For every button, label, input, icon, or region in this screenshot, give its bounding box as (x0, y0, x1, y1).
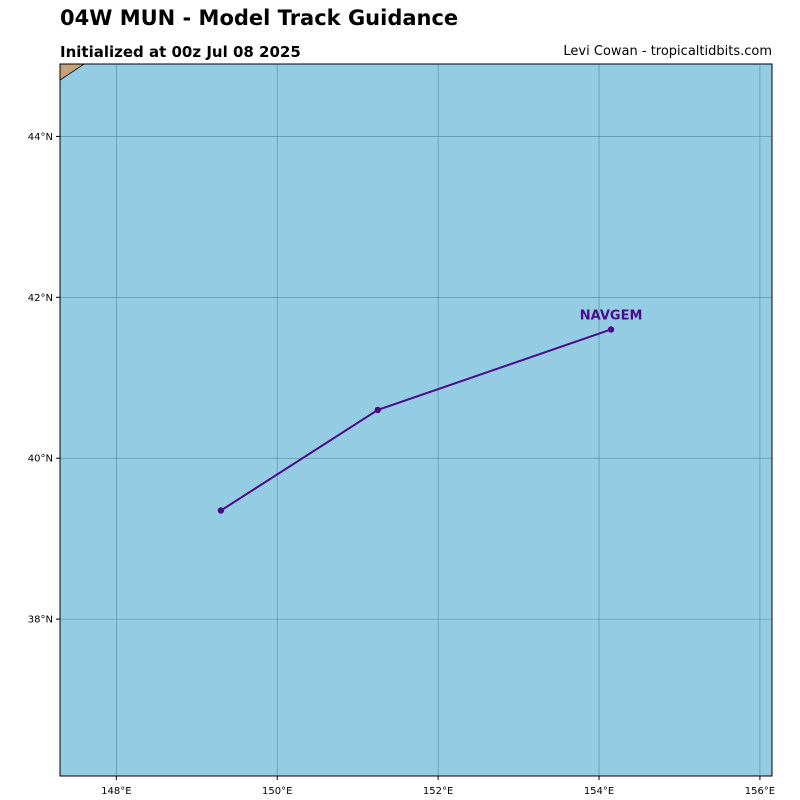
lat-tick-label: 38°N (28, 615, 53, 626)
lat-tick-label: 42°N (28, 293, 53, 304)
map-frame (59, 63, 773, 777)
chart-title: 04W MUN - Model Track Guidance (60, 6, 459, 30)
model-label: NAVGEM (580, 308, 643, 323)
graticule (60, 64, 772, 776)
lon-tick-label: 150°E (262, 786, 292, 797)
track-point (374, 406, 381, 414)
track-point (607, 326, 615, 333)
lon-tick-label: 156°E (745, 786, 775, 797)
ocean-background (60, 64, 772, 776)
lon-tick-label: 152°E (423, 786, 453, 797)
lon-tick-label: 154°E (584, 786, 614, 797)
init-time-subtitle: Initialized at 00z Jul 08 2025 (60, 43, 301, 61)
lat-tick-label: 44°N (28, 132, 53, 143)
model-tracks: NAVGEM (217, 308, 643, 514)
lon-tick-label: 148°E (101, 786, 131, 797)
lat-tick-label: 40°N (28, 454, 53, 465)
track-point (217, 507, 225, 514)
axis-ticks: 148°E 150°E 152°E 154°E 156°E 38°N 40°N 42°N 44°… (28, 132, 775, 797)
source-credit: Levi Cowan - tropicaltidbits.com (563, 44, 772, 59)
